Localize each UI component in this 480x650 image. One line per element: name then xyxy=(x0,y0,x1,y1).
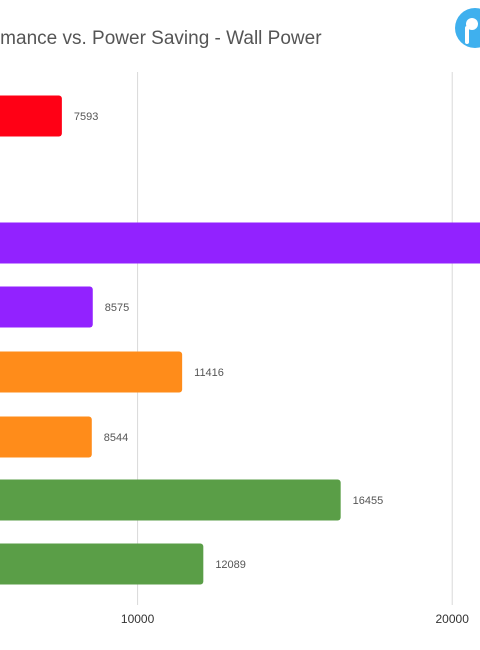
bar-data-label: 8575 xyxy=(105,302,129,314)
bar-3 xyxy=(0,286,93,328)
bar-4 xyxy=(0,351,183,393)
bar-2 xyxy=(0,222,480,264)
x-tick-label: 10000 xyxy=(121,612,155,626)
bar-0 xyxy=(0,95,62,137)
bar-data-label: 16455 xyxy=(353,495,384,507)
bar-data-label: 12089 xyxy=(215,559,246,571)
bar-data-label: 8544 xyxy=(104,432,128,444)
x-tick-label: 20000 xyxy=(436,612,470,626)
bar-data-label: 7593 xyxy=(74,111,98,123)
bar-data-label: 11416 xyxy=(194,367,224,379)
brand-logo-icon xyxy=(455,8,480,48)
chart-title: formance vs. Power Saving - Wall Power xyxy=(0,28,322,49)
bar-7 xyxy=(0,543,204,585)
bar-5 xyxy=(0,416,92,458)
bar-6 xyxy=(0,479,341,521)
